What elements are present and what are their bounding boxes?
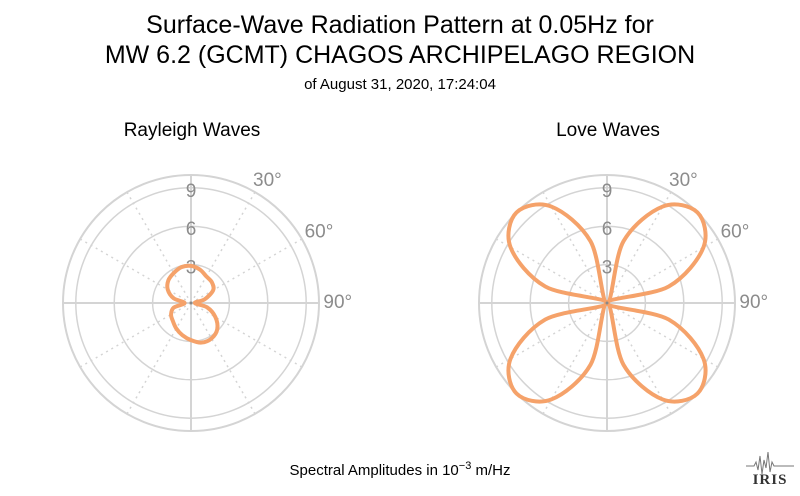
love-angle-tick-60: 60°: [721, 222, 750, 243]
love-polar-plot: 3 6 9 30° 60° 90°: [478, 170, 768, 432]
chart-subtitle: of August 31, 2020, 17:24:04: [304, 76, 496, 93]
footer-exponent: −3: [458, 460, 472, 472]
rayleigh-angle-tick-90: 90°: [323, 292, 352, 313]
rayleigh-angle-tick-60: 60°: [305, 222, 334, 243]
love-center-point: [605, 301, 609, 305]
iris-logo: IRIS: [746, 451, 794, 488]
rayleigh-polar-plot: 3 6 9 30° 60° 90°: [62, 170, 352, 432]
love-angle-tick-30: 30°: [669, 170, 698, 191]
footer-units-label: Spectral Amplitudes in 10−3 m/Hz: [0, 456, 800, 481]
rayleigh-radial-tick-9: 9: [186, 181, 197, 202]
rayleigh-radiation-pattern: [165, 263, 220, 345]
rayleigh-radial-tick-3: 3: [186, 258, 197, 279]
footer-base: 10: [442, 462, 459, 479]
love-angle-tick-90: 90°: [739, 292, 768, 313]
love-radial-tick-3: 3: [602, 258, 613, 279]
iris-logo-text: IRIS: [753, 472, 788, 488]
rayleigh-radial-tick-6: 6: [186, 219, 197, 240]
rayleigh-center-point: [189, 301, 193, 305]
rayleigh-plot-title: Rayleigh Waves: [123, 120, 261, 141]
footer-prefix: Spectral Amplitudes in: [289, 462, 443, 479]
love-radial-tick-6: 6: [602, 219, 613, 240]
love-plot-title: Love Waves: [556, 120, 660, 141]
chart-title-line1: Surface-Wave Radiation Pattern at 0.05Hz…: [146, 11, 654, 39]
rayleigh-angle-tick-30: 30°: [253, 170, 282, 191]
love-radial-tick-9: 9: [602, 181, 613, 202]
chart-title-line2: MW 6.2 (GCMT) CHAGOS ARCHIPELAGO REGION: [104, 41, 696, 69]
footer-unit: m/Hz: [471, 462, 511, 479]
